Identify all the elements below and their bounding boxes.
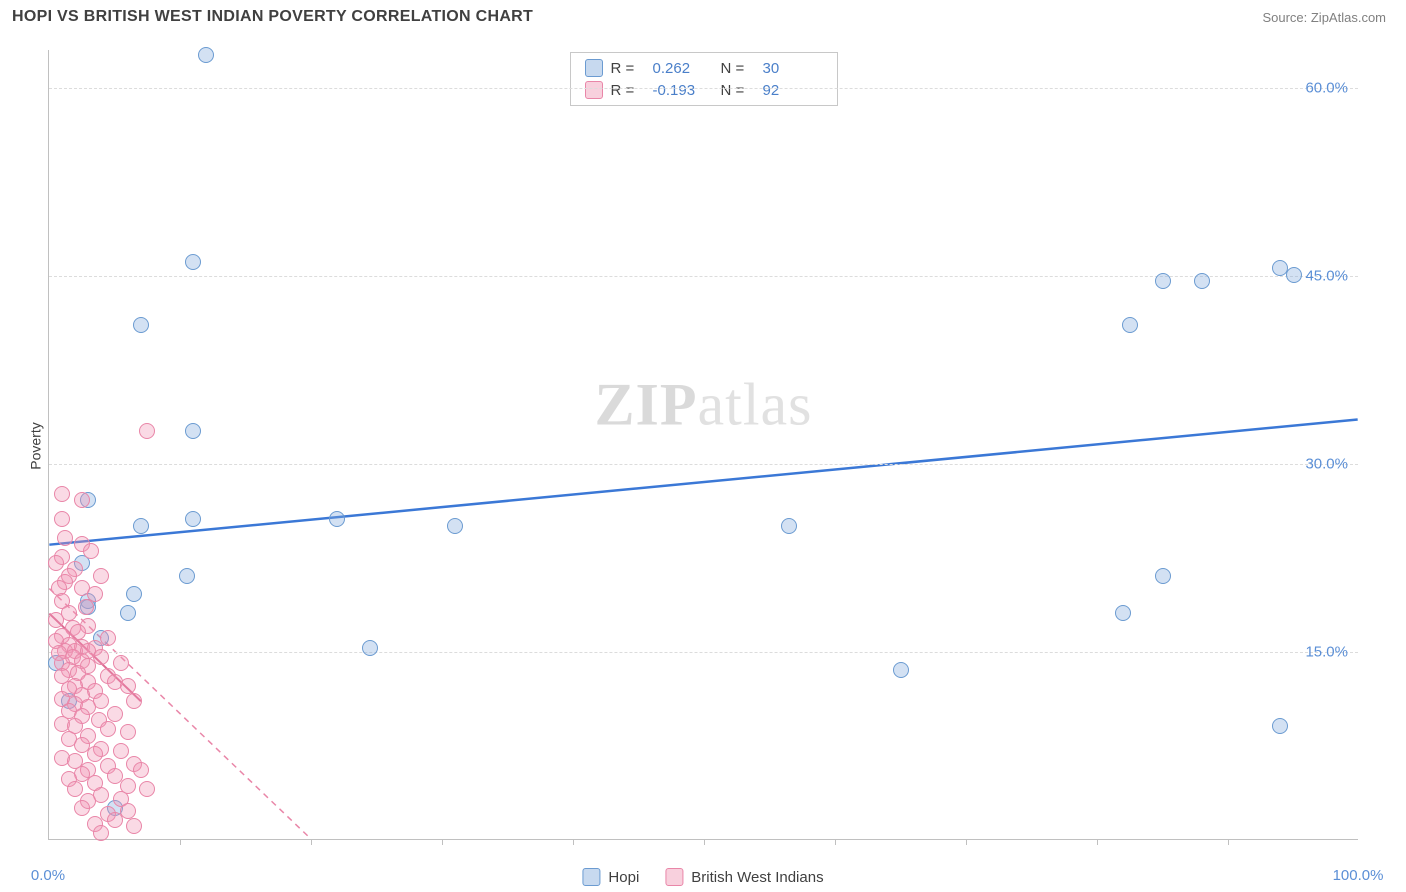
data-point [185, 511, 201, 527]
x-tick [835, 839, 836, 845]
legend-label: Hopi [608, 869, 639, 886]
gridline [49, 652, 1358, 653]
data-point [185, 423, 201, 439]
data-point [67, 781, 83, 797]
data-point [133, 317, 149, 333]
correlation-legend: R = 0.262 N = 30 R = -0.193 N = 92 [570, 52, 838, 106]
x-tick [573, 839, 574, 845]
legend-r-value: -0.193 [653, 82, 713, 99]
gridline [49, 88, 1358, 89]
data-point [100, 721, 116, 737]
legend-row: R = -0.193 N = 92 [585, 79, 823, 101]
x-tick [442, 839, 443, 845]
data-point [120, 678, 136, 694]
x-tick-label: 100.0% [1333, 867, 1384, 884]
legend-n-value: 92 [763, 82, 823, 99]
gridline [49, 464, 1358, 465]
data-point [113, 743, 129, 759]
data-point [120, 605, 136, 621]
data-point [1122, 317, 1138, 333]
legend-item: British West Indians [665, 868, 823, 886]
data-point [1155, 568, 1171, 584]
legend-swatch [585, 81, 603, 99]
legend-swatch [585, 59, 603, 77]
legend-r-label: R = [611, 82, 645, 99]
chart-plot-area: ZIPatlas R = 0.262 N = 30 R = -0.193 N = 92 15.… [48, 50, 1358, 840]
data-point [198, 47, 214, 63]
data-point [126, 818, 142, 834]
data-point [133, 762, 149, 778]
data-point [893, 662, 909, 678]
legend-n-label: N = [721, 82, 755, 99]
data-point [1286, 267, 1302, 283]
legend-label: British West Indians [691, 869, 823, 886]
y-tick-label: 30.0% [1305, 455, 1348, 472]
x-tick [1097, 839, 1098, 845]
data-point [48, 555, 64, 571]
data-point [447, 518, 463, 534]
data-point [179, 568, 195, 584]
data-point [74, 800, 90, 816]
x-tick [311, 839, 312, 845]
x-tick-label: 0.0% [31, 867, 65, 884]
data-point [1272, 718, 1288, 734]
chart-title: HOPI VS BRITISH WEST INDIAN POVERTY CORR… [12, 8, 533, 26]
data-point [362, 640, 378, 656]
data-point [93, 568, 109, 584]
data-point [83, 543, 99, 559]
legend-r-value: 0.262 [653, 60, 713, 77]
data-point [74, 492, 90, 508]
legend-n-value: 30 [763, 60, 823, 77]
x-tick [966, 839, 967, 845]
data-point [93, 825, 109, 841]
data-point [139, 781, 155, 797]
data-point [120, 724, 136, 740]
data-point [1115, 605, 1131, 621]
data-point [54, 486, 70, 502]
data-point [139, 423, 155, 439]
y-tick-label: 45.0% [1305, 267, 1348, 284]
data-point [113, 655, 129, 671]
x-tick [704, 839, 705, 845]
x-tick [180, 839, 181, 845]
y-axis-label: Poverty [28, 422, 44, 469]
y-tick-label: 15.0% [1305, 643, 1348, 660]
data-point [107, 812, 123, 828]
data-point [1155, 273, 1171, 289]
legend-n-label: N = [721, 60, 755, 77]
data-point [185, 254, 201, 270]
legend-swatch [582, 868, 600, 886]
data-point [781, 518, 797, 534]
source-label: Source: ZipAtlas.com [1262, 10, 1386, 25]
data-point [78, 599, 94, 615]
legend-r-label: R = [611, 60, 645, 77]
data-point [126, 693, 142, 709]
legend-item: Hopi [582, 868, 639, 886]
trend-lines-layer [49, 50, 1358, 839]
data-point [107, 706, 123, 722]
data-point [1194, 273, 1210, 289]
legend-swatch [665, 868, 683, 886]
legend-row: R = 0.262 N = 30 [585, 57, 823, 79]
data-point [57, 530, 73, 546]
watermark: ZIPatlas [595, 371, 813, 440]
data-point [54, 511, 70, 527]
series-legend: Hopi British West Indians [582, 868, 823, 886]
data-point [87, 746, 103, 762]
x-tick [1228, 839, 1229, 845]
y-tick-label: 60.0% [1305, 79, 1348, 96]
data-point [126, 586, 142, 602]
data-point [329, 511, 345, 527]
data-point [48, 612, 64, 628]
data-point [100, 630, 116, 646]
data-point [133, 518, 149, 534]
